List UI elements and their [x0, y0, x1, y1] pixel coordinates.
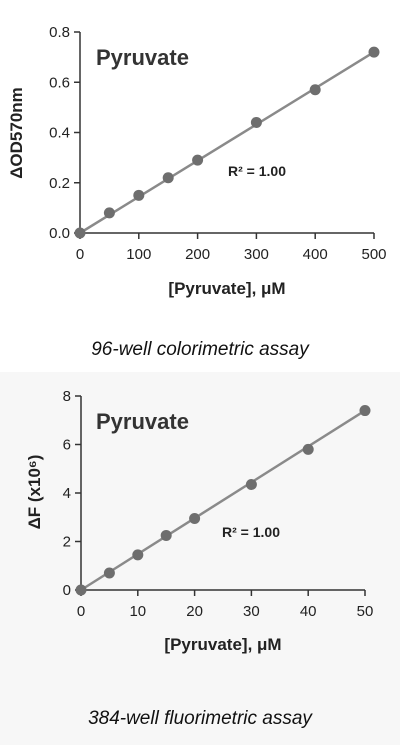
data-point: [75, 584, 87, 596]
x-axis-title: [Pyruvate], μM: [164, 635, 281, 654]
x-tick-label: 20: [186, 603, 203, 620]
y-tick-label: 0.4: [49, 125, 70, 142]
x-tick-label: 50: [357, 603, 374, 620]
r-squared-annotation: R² = 1.00: [228, 163, 286, 179]
data-point: [189, 512, 201, 524]
y-tick-label: 6: [63, 437, 71, 454]
y-tick-label: 0.2: [49, 175, 70, 192]
x-tick-label: 30: [243, 603, 260, 620]
data-point: [192, 154, 204, 166]
data-point: [368, 46, 380, 58]
data-point: [250, 116, 262, 128]
x-tick-label: 500: [361, 246, 386, 263]
x-tick-label: 200: [185, 246, 210, 263]
data-point: [162, 172, 174, 184]
y-axis-title: ΔOD570nm: [7, 87, 26, 179]
data-point: [302, 443, 314, 455]
data-point: [160, 529, 172, 541]
data-point: [309, 84, 321, 96]
data-point: [133, 189, 145, 201]
y-tick-label: 0.0: [49, 225, 70, 242]
data-point: [359, 405, 371, 417]
data-point: [103, 567, 115, 579]
data-point: [103, 207, 115, 219]
x-tick-label: 40: [300, 603, 317, 620]
x-tick-label: 100: [126, 246, 151, 263]
chart-caption: 96-well colorimetric assay: [91, 339, 309, 360]
colorimetric-chart-panel: 0.0 0.2 0.4 0.6 0.8 0 100 200 300 400 500 Pyruvate R…: [0, 0, 400, 372]
chart-title: Pyruvate: [96, 409, 189, 434]
x-axis-title: [Pyruvate], μM: [168, 279, 285, 298]
x-tick-label: 300: [244, 246, 269, 263]
chart-caption: 384-well fluorimetric assay: [88, 708, 312, 729]
colorimetric-chart: 0.0 0.2 0.4 0.6 0.8 0 100 200 300 400 500 Pyruvate R…: [7, 24, 387, 298]
y-axis-title: ΔF (x10⁶): [25, 455, 44, 530]
y-tick-label: 0: [63, 582, 71, 599]
fit-line: [79, 51, 375, 235]
x-tick-label: 400: [303, 246, 328, 263]
data-point: [132, 549, 144, 561]
data-point: [74, 227, 86, 239]
y-tick-label: 8: [63, 388, 71, 405]
x-tick-label: 0: [76, 246, 84, 263]
r-squared-annotation: R² = 1.00: [222, 524, 280, 540]
fluorimetric-chart: 0 2 4 6 8 0 10 20 30 40 50 Pyruvate R² = 1.00 [Pyruva…: [25, 388, 374, 654]
y-tick-label: 0.8: [49, 24, 70, 41]
chart-title: Pyruvate: [96, 45, 189, 70]
y-tick-label: 0.6: [49, 74, 70, 91]
data-point: [245, 479, 257, 491]
fit-line: [80, 409, 366, 592]
x-tick-label: 10: [129, 603, 146, 620]
fluorimetric-chart-panel: 0 2 4 6 8 0 10 20 30 40 50 Pyruvate R² = 1.00 [Pyruva…: [0, 372, 400, 745]
y-tick-label: 4: [63, 485, 71, 502]
y-tick-label: 2: [63, 534, 71, 551]
x-tick-label: 0: [77, 603, 85, 620]
